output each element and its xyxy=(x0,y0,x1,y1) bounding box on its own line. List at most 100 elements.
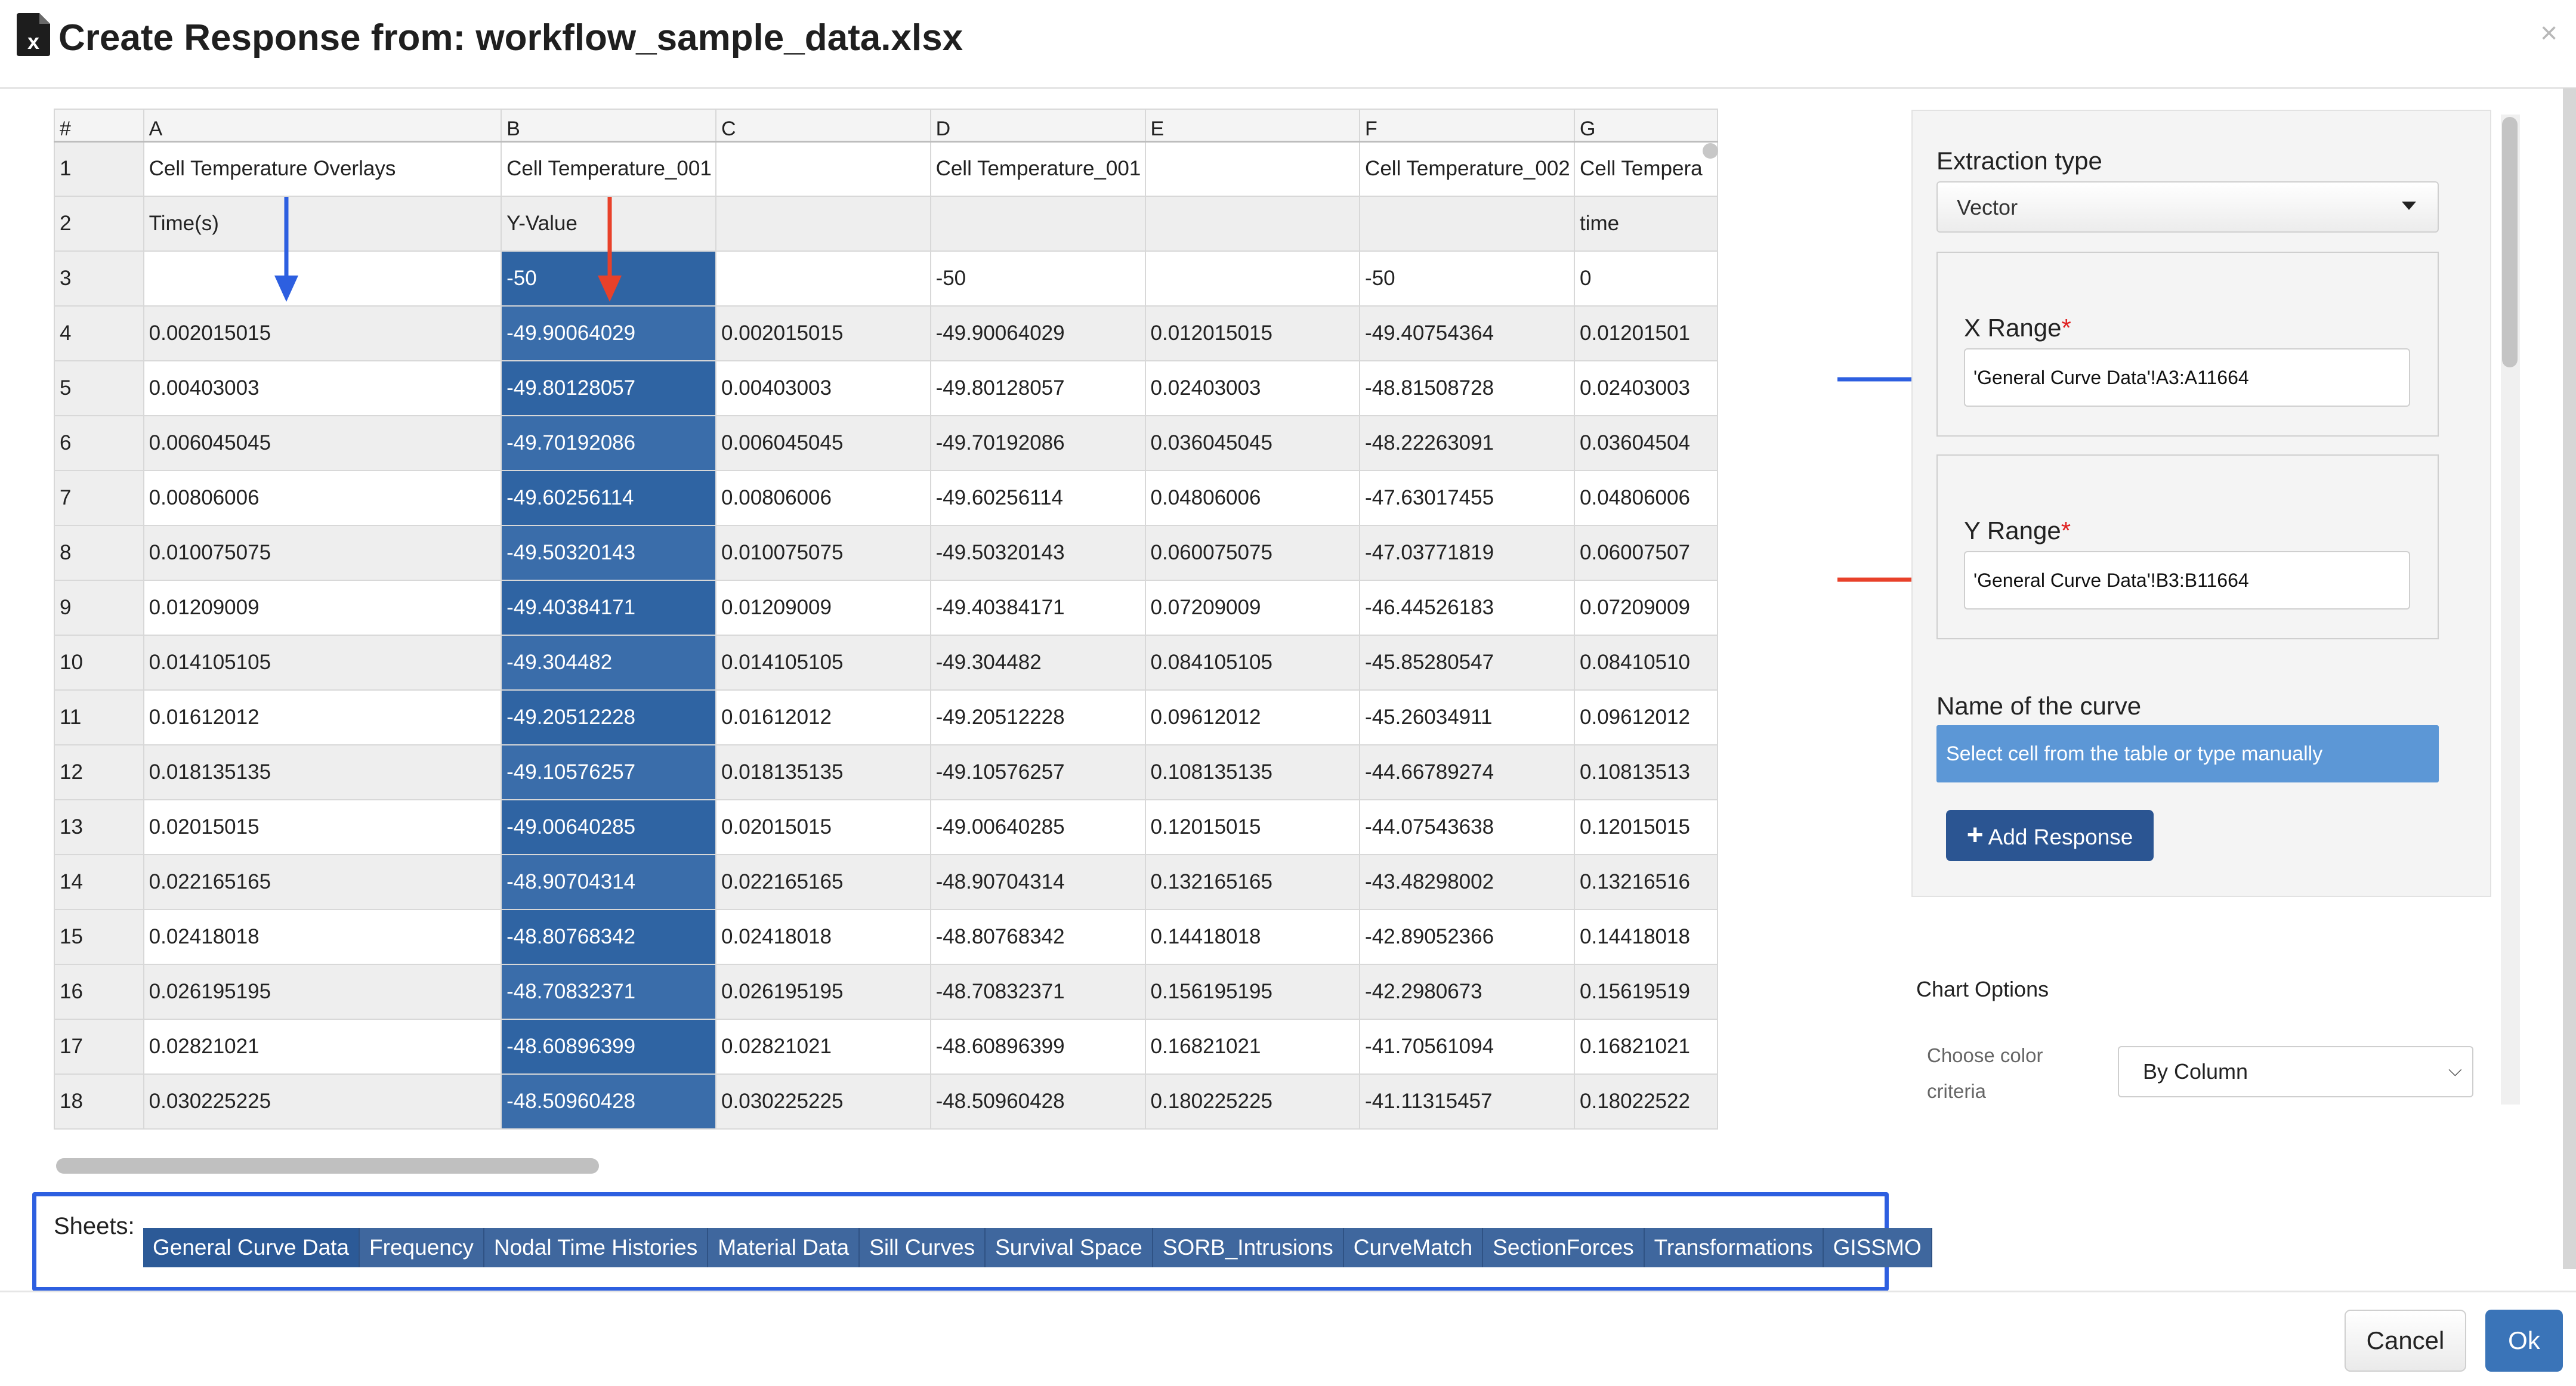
table-cell[interactable]: 0.04806006 xyxy=(1574,470,1718,526)
sheet-tab[interactable]: SectionForces xyxy=(1483,1228,1645,1267)
table-cell[interactable]: 0.180225225 xyxy=(1144,1073,1361,1130)
table-cell[interactable]: 0.13216516 xyxy=(1574,854,1718,910)
curve-name-input[interactable]: Select cell from the table or type manua… xyxy=(1936,725,2439,782)
extraction-type-select[interactable] xyxy=(1936,181,2439,233)
table-cell[interactable]: -42.2980673 xyxy=(1359,964,1576,1020)
table-cell[interactable]: -49.60256114 xyxy=(929,470,1146,526)
table-cell[interactable]: 0.06007507 xyxy=(1574,525,1718,581)
table-cell[interactable]: -49.10576257 xyxy=(501,744,717,800)
table-cell[interactable]: -44.66789274 xyxy=(1359,744,1576,800)
table-cell[interactable]: -48.50960428 xyxy=(501,1073,717,1130)
table-cell[interactable]: 0.014105105 xyxy=(715,635,931,691)
table-cell[interactable]: 0.02418018 xyxy=(143,909,502,965)
table-cell[interactable]: 0.010075075 xyxy=(143,525,502,581)
table-cell[interactable]: -45.85280547 xyxy=(1359,635,1576,691)
table-cell[interactable]: -47.63017455 xyxy=(1359,470,1576,526)
table-cell[interactable]: 0.060075075 xyxy=(1144,525,1361,581)
table-cell[interactable]: 0.00403003 xyxy=(715,360,931,416)
column-header-c[interactable]: C xyxy=(715,109,931,143)
table-cell[interactable]: 0.108135135 xyxy=(1144,744,1361,800)
panel-scrollbar-thumb[interactable] xyxy=(2502,117,2518,367)
table-cell[interactable]: 0.01612012 xyxy=(715,689,931,745)
table-cell[interactable]: 0.15619519 xyxy=(1574,964,1718,1020)
table-cell[interactable]: 0.026195195 xyxy=(715,964,931,1020)
table-cell[interactable] xyxy=(1144,141,1361,197)
table-cell[interactable] xyxy=(1144,250,1361,307)
table-cell[interactable]: 0.156195195 xyxy=(1144,964,1361,1020)
table-cell[interactable]: 0.12015015 xyxy=(1574,799,1718,855)
table-cell[interactable]: -43.48298002 xyxy=(1359,854,1576,910)
sheet-tab[interactable]: Transformations xyxy=(1644,1228,1824,1267)
column-header-a[interactable]: A xyxy=(143,109,502,143)
column-header-b[interactable]: B xyxy=(501,109,717,143)
table-cell[interactable]: 0.010075075 xyxy=(715,525,931,581)
table-cell[interactable]: 0.00806006 xyxy=(143,470,502,526)
table-cell[interactable]: -47.03771819 xyxy=(1359,525,1576,581)
table-cell[interactable]: 0.02418018 xyxy=(715,909,931,965)
table-cell[interactable]: -49.90064029 xyxy=(929,305,1146,361)
table-cell[interactable]: -44.07543638 xyxy=(1359,799,1576,855)
table-cell[interactable]: -49.20512228 xyxy=(501,689,717,745)
x-range-input[interactable] xyxy=(1964,348,2410,407)
color-criteria-select[interactable] xyxy=(2118,1046,2473,1097)
table-cell[interactable]: -41.11315457 xyxy=(1359,1073,1576,1130)
table-cell[interactable]: 0 xyxy=(1574,250,1718,307)
sheet-tab[interactable]: Nodal Time Histories xyxy=(484,1228,709,1267)
sheet-tab[interactable]: Frequency xyxy=(360,1228,484,1267)
table-cell[interactable]: -49.40384171 xyxy=(929,580,1146,636)
table-cell[interactable]: 0.01209009 xyxy=(143,580,502,636)
table-cell[interactable]: -48.60896399 xyxy=(929,1019,1146,1075)
table-cell[interactable]: Cell Tempera xyxy=(1574,141,1718,197)
table-cell[interactable]: -49.80128057 xyxy=(929,360,1146,416)
table-cell[interactable]: 0.01209009 xyxy=(715,580,931,636)
sheet-tab[interactable]: Sill Curves xyxy=(860,1228,986,1267)
table-cell[interactable] xyxy=(929,196,1146,252)
column-header-e[interactable]: E xyxy=(1144,109,1361,143)
sheet-tab[interactable]: GISSMO xyxy=(1823,1228,1932,1267)
cancel-button[interactable]: Cancel xyxy=(2345,1310,2466,1372)
table-cell[interactable]: -48.81508728 xyxy=(1359,360,1576,416)
y-range-input[interactable] xyxy=(1964,551,2410,610)
table-cell[interactable]: 0.18022522 xyxy=(1574,1073,1718,1130)
table-cell[interactable]: 0.036045045 xyxy=(1144,415,1361,471)
table-cell[interactable]: 0.030225225 xyxy=(715,1073,931,1130)
column-header-d[interactable]: D xyxy=(929,109,1146,143)
table-cell[interactable]: -49.304482 xyxy=(501,635,717,691)
table-cell[interactable]: 0.16821021 xyxy=(1144,1019,1361,1075)
table-cell[interactable] xyxy=(1144,196,1361,252)
table-cell[interactable]: 0.014105105 xyxy=(143,635,502,691)
grid-vertical-scrollbar[interactable] xyxy=(1703,143,1718,159)
table-cell[interactable]: 0.12015015 xyxy=(1144,799,1361,855)
table-cell[interactable]: 0.022165165 xyxy=(143,854,502,910)
table-cell[interactable]: 0.07209009 xyxy=(1574,580,1718,636)
table-cell[interactable]: 0.084105105 xyxy=(1144,635,1361,691)
table-cell[interactable]: 0.01201501 xyxy=(1574,305,1718,361)
table-cell[interactable]: 0.14418018 xyxy=(1144,909,1361,965)
column-header-g[interactable]: G xyxy=(1574,109,1718,143)
table-cell[interactable]: Cell Temperature_001 xyxy=(501,141,717,197)
table-cell[interactable] xyxy=(715,196,931,252)
table-cell[interactable]: time xyxy=(1574,196,1718,252)
table-cell[interactable]: -49.50320143 xyxy=(501,525,717,581)
table-cell[interactable]: Cell Temperature_001 xyxy=(929,141,1146,197)
table-cell[interactable]: -49.00640285 xyxy=(929,799,1146,855)
table-cell[interactable]: -48.70832371 xyxy=(929,964,1146,1020)
sheet-tab[interactable]: Survival Space xyxy=(986,1228,1153,1267)
table-cell[interactable]: -49.80128057 xyxy=(501,360,717,416)
table-cell[interactable]: -50 xyxy=(929,250,1146,307)
table-cell[interactable]: 0.16821021 xyxy=(1574,1019,1718,1075)
table-cell[interactable]: Time(s) xyxy=(143,196,502,252)
table-cell[interactable]: -49.90064029 xyxy=(501,305,717,361)
grid-horizontal-scrollbar[interactable] xyxy=(56,1158,599,1174)
table-cell[interactable]: -48.50960428 xyxy=(929,1073,1146,1130)
table-cell[interactable]: 0.04806006 xyxy=(1144,470,1361,526)
table-cell[interactable]: 0.02015015 xyxy=(143,799,502,855)
table-cell[interactable]: -49.00640285 xyxy=(501,799,717,855)
table-cell[interactable]: 0.132165165 xyxy=(1144,854,1361,910)
table-cell[interactable]: 0.002015015 xyxy=(715,305,931,361)
close-icon[interactable]: × xyxy=(2540,16,2558,50)
table-cell[interactable]: 0.02821021 xyxy=(715,1019,931,1075)
table-cell[interactable]: 0.00403003 xyxy=(143,360,502,416)
table-cell[interactable]: -48.22263091 xyxy=(1359,415,1576,471)
table-cell[interactable]: 0.07209009 xyxy=(1144,580,1361,636)
